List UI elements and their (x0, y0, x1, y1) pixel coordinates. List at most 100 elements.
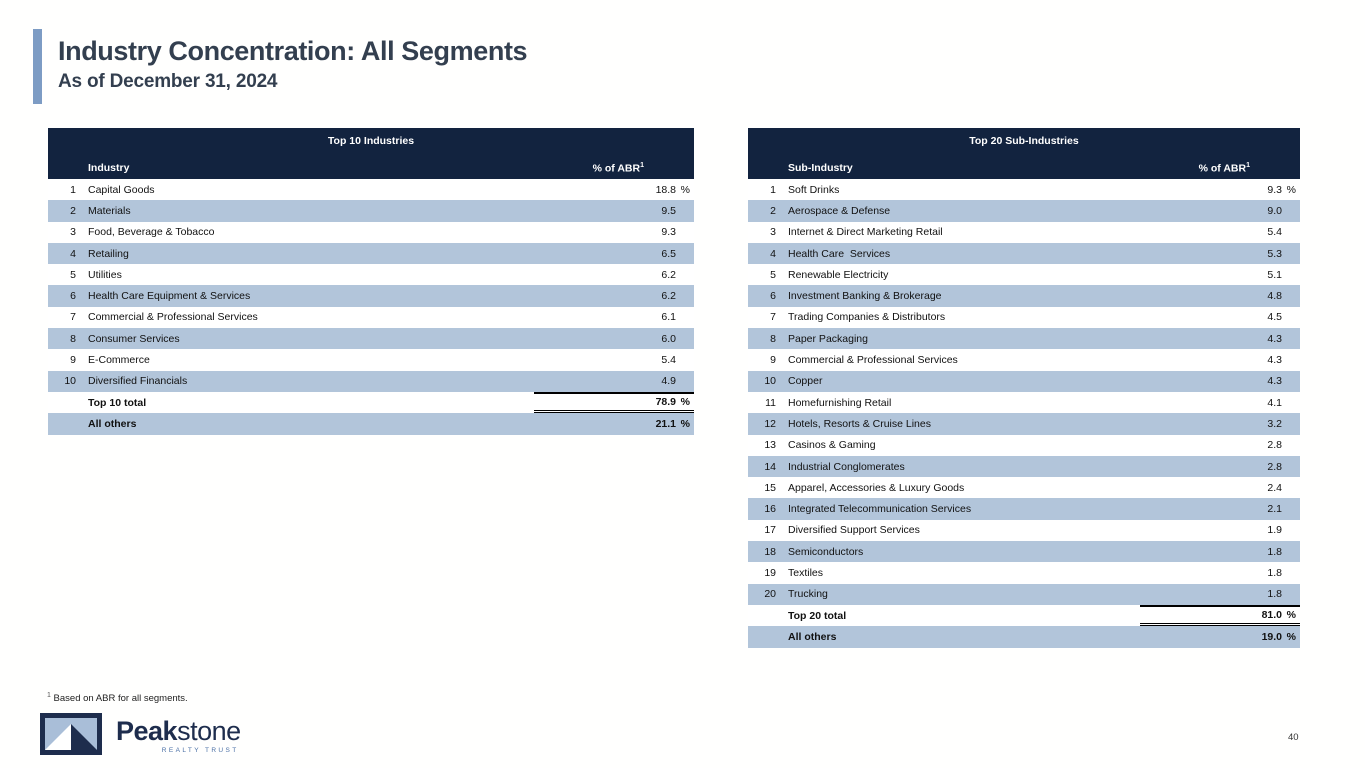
table-row: 7 Commercial & Professional Services 6.1 (48, 306, 694, 329)
table-row: 14 Industrial Conglomerates 2.8 (748, 455, 1300, 478)
row-rank: 18 (764, 545, 776, 558)
footnote-text: Based on ABR for all segments. (53, 693, 188, 705)
row-value-number: 1.8 (1267, 588, 1282, 601)
row-rank: 17 (764, 524, 776, 537)
table-row: 12 Hotels, Resorts & Cruise Lines 3.2 (748, 413, 1300, 435)
row-rank: 19 (764, 566, 776, 579)
row-name: All others (788, 630, 837, 643)
row-value-number: 4.3 (1267, 354, 1282, 367)
logo-brand-bold: Peak (116, 716, 178, 746)
column-headers: Industry % of ABR1 (48, 162, 694, 180)
row-value-number: 78.9 (655, 396, 676, 409)
row-rank: 10 (764, 375, 776, 388)
row-rank: 5 (770, 268, 776, 281)
table-row: 9 Commercial & Professional Services 4.3 (748, 349, 1300, 371)
row-name: Trucking (788, 588, 828, 601)
row-name: Integrated Telecommunication Services (788, 503, 972, 516)
row-name: E-Commerce (88, 354, 150, 367)
row-rank: 14 (764, 460, 776, 473)
row-name: Soft Drinks (788, 183, 840, 196)
peakstone-logo: Peakstone REALTY TRUST (40, 713, 241, 755)
table-row: 7 Trading Companies & Distributors 4.5 (748, 306, 1300, 329)
table-rows: 1 Soft Drinks 9.3% 2 Aerospace & Defense 9.0 3… (748, 179, 1300, 648)
row-value: 5.3 (1140, 243, 1300, 264)
row-value: 4.8 (1140, 285, 1300, 306)
page-title: Industry Concentration: All Segments (58, 36, 528, 66)
row-value: 4.5 (1140, 307, 1300, 328)
row-value: 9.3 (534, 222, 694, 243)
row-name: Diversified Financials (88, 375, 188, 388)
row-value: 1.8 (1140, 541, 1300, 562)
row-value: 6.1 (534, 307, 694, 328)
row-value-number: 6.2 (661, 290, 676, 303)
row-rank: 4 (70, 247, 76, 260)
row-rank: 11 (765, 396, 776, 409)
table-row: 20 Trucking 1.8 (748, 583, 1300, 605)
row-name: Utilities (88, 268, 122, 281)
row-rank: 6 (770, 290, 776, 303)
peakstone-mountain-icon (40, 713, 102, 755)
row-name: Internet & Direct Marketing Retail (788, 226, 943, 239)
row-value: 2.8 (1140, 456, 1300, 477)
table-header: Top 20 Sub-Industries Sub-Industry % of … (748, 128, 1300, 179)
row-value-number: 4.3 (1267, 332, 1282, 345)
table-row: Top 20 total 81.0% (748, 604, 1300, 627)
logo-brand-light: stone (177, 716, 241, 746)
row-name: Renewable Electricity (788, 268, 889, 281)
table-row: Top 10 total 78.9% (48, 391, 694, 414)
row-value-percent: % (680, 183, 690, 196)
row-value: 5.4 (1140, 222, 1300, 243)
row-name: Capital Goods (88, 183, 155, 196)
row-value: 2.8 (1140, 435, 1300, 456)
row-value: 4.1 (1140, 392, 1300, 413)
row-value-number: 21.1 (655, 417, 676, 430)
logo-wordmark: Peakstone REALTY TRUST (116, 716, 241, 755)
row-value: 4.3 (1140, 349, 1300, 370)
table-row: 1 Capital Goods 18.8% (48, 179, 694, 201)
row-value-number: 6.5 (661, 247, 676, 260)
row-value: 9.5 (534, 200, 694, 221)
row-rank: 6 (70, 290, 76, 303)
row-name: Health Care Equipment & Services (88, 290, 251, 303)
table-header: Top 10 Industries Industry % of ABR1 (48, 128, 694, 179)
table-row: 10 Copper 4.3 (748, 370, 1300, 392)
row-name: All others (88, 417, 137, 430)
table-row: All others 21.1% (48, 413, 694, 435)
table-row: 1 Soft Drinks 9.3% (748, 179, 1300, 201)
row-value: 9.3% (1140, 179, 1300, 200)
row-value-number: 9.5 (661, 204, 676, 217)
row-value-number: 5.1 (1267, 268, 1282, 281)
row-name: Diversified Support Services (788, 524, 920, 537)
row-value-number: 6.1 (661, 311, 676, 324)
row-rank: 16 (764, 503, 776, 516)
table-row: 15 Apparel, Accessories & Luxury Goods 2.4 (748, 477, 1300, 499)
row-name: Trading Companies & Distributors (788, 311, 946, 324)
table-row: 9 E-Commerce 5.4 (48, 349, 694, 371)
row-value: 1.8 (1140, 562, 1300, 583)
table-row: 5 Renewable Electricity 5.1 (748, 264, 1300, 286)
row-value-number: 3.2 (1267, 417, 1282, 430)
row-rank: 12 (764, 417, 776, 430)
table-row: 3 Internet & Direct Marketing Retail 5.4 (748, 221, 1300, 243)
row-value-percent: % (1286, 630, 1296, 643)
top-10-industries-table: Top 10 Industries Industry % of ABR1 1 Ca… (48, 128, 694, 435)
row-name: Retailing (88, 247, 129, 260)
row-value: 9.0 (1140, 200, 1300, 221)
row-rank: 2 (770, 204, 776, 217)
row-value-number: 4.9 (661, 375, 676, 388)
footnote-marker: 1 (640, 161, 644, 169)
footnote-marker: 1 (47, 692, 51, 699)
table-row: 18 Semiconductors 1.8 (748, 541, 1300, 563)
table-row: 19 Textiles 1.8 (748, 562, 1300, 584)
table-row: 17 Diversified Support Services 1.9 (748, 519, 1300, 542)
footnote: 1 Based on ABR for all segments. (47, 692, 188, 704)
row-value-number: 19.0 (1261, 630, 1282, 643)
row-value: 5.4 (534, 349, 694, 370)
row-rank: 10 (64, 375, 76, 388)
table-row: 10 Diversified Financials 4.9 (48, 370, 694, 392)
row-value: 1.8 (1140, 584, 1300, 605)
row-value: 81.0% (1140, 604, 1300, 627)
row-value-percent: % (680, 396, 690, 409)
row-value: 6.2 (534, 264, 694, 285)
